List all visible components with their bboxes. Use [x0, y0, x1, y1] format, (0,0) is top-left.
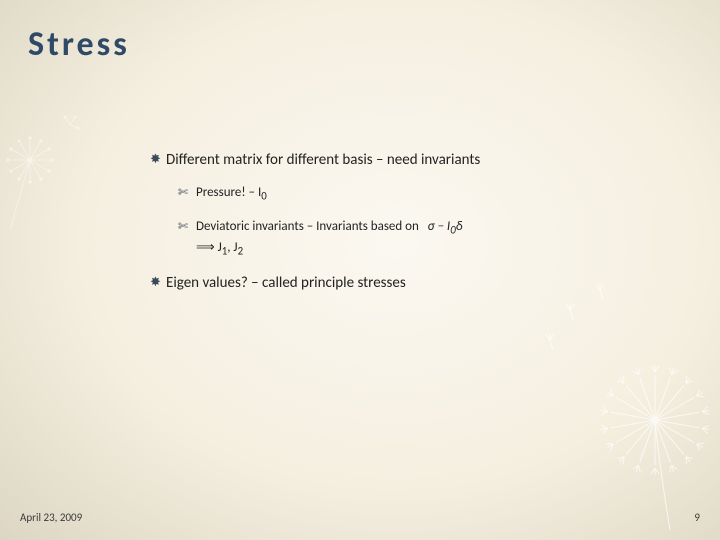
dandelion-top-left-decoration — [0, 100, 95, 230]
footer-date: April 23, 2009 — [20, 511, 82, 524]
bullet-text: Eigen values? – called principle stresse… — [166, 273, 406, 293]
bullet-text: Different matrix for different basis – n… — [166, 150, 480, 170]
bullet-text: Pressure! – I0 — [196, 184, 267, 206]
bullet-lvl2: ✄ Deviatoric invariants – Invariants bas… — [178, 218, 650, 261]
slide-title: Stress — [28, 24, 130, 65]
starburst-icon: ✸ — [150, 150, 166, 170]
footer-page-number: 9 — [694, 511, 700, 524]
scissors-icon: ✄ — [178, 218, 196, 236]
bullet-lvl1: ✸ Different matrix for different basis –… — [150, 150, 650, 170]
bullet-lvl2: ✄ Pressure! – I0 — [178, 184, 650, 206]
content-body: ✸ Different matrix for different basis –… — [150, 150, 650, 307]
starburst-icon: ✸ — [150, 273, 166, 293]
bullet-text: Deviatoric invariants – Invariants based… — [196, 218, 463, 261]
bullet-lvl1: ✸ Eigen values? – called principle stres… — [150, 273, 650, 293]
slide: Stress ✸ Different matrix for different … — [0, 0, 720, 540]
dandelion-bottom-right-decoration — [510, 270, 720, 530]
scissors-icon: ✄ — [178, 184, 196, 202]
